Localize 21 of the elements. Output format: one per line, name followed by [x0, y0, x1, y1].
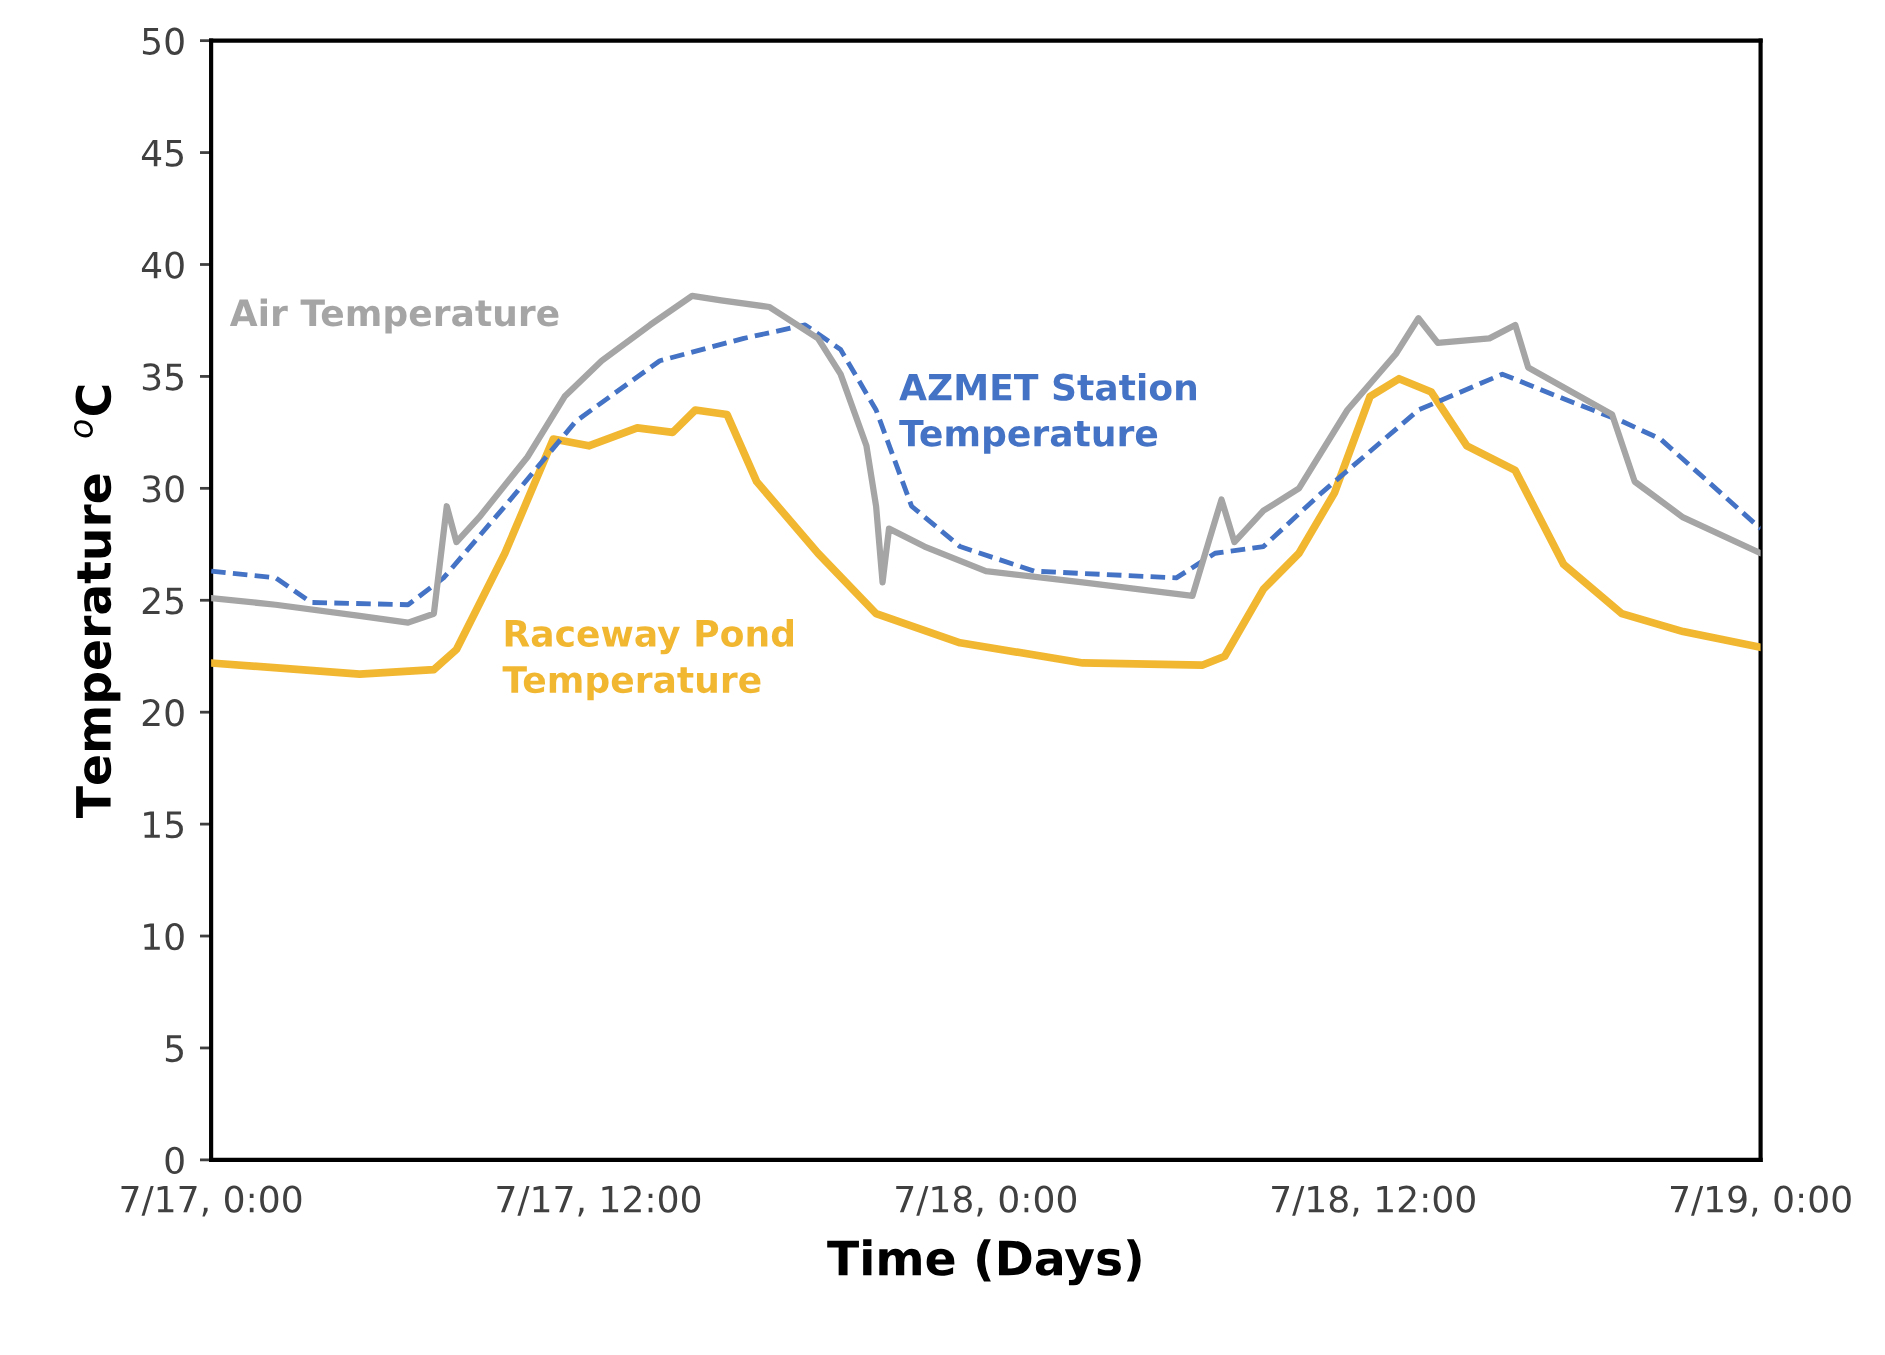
y-tick-label: 35	[142, 363, 183, 391]
x-tick-label: 7/18, 12:00	[1272, 1185, 1475, 1217]
y-tick-label: 15	[144, 811, 183, 839]
y-axis-title: Temperature $^{o}$C	[73, 385, 121, 818]
y-tick-label: 30	[142, 475, 184, 503]
y-tick-label: 10	[144, 922, 184, 951]
x-tick-label: 7/18, 0:00	[896, 1185, 1077, 1217]
x-tick-label: 7/17, 0:00	[121, 1185, 302, 1217]
y-tick-label: 45	[141, 139, 183, 167]
y-tick-label: 40	[141, 251, 184, 279]
y-tick-label: 20	[142, 699, 184, 727]
y-tick-label: 5	[165, 1035, 183, 1063]
y-tick-label: 25	[142, 587, 183, 615]
x-tick-label: 7/19, 0:00	[1670, 1185, 1851, 1217]
series-label: AZMET Station Temperature	[899, 372, 1196, 454]
x-axis-title: Time (Days)	[827, 1239, 1141, 1286]
y-tick-label: 50	[142, 27, 184, 55]
x-tick-label: 7/17, 12:00	[497, 1185, 701, 1217]
y-tick-label: 0	[165, 1146, 184, 1175]
series-label: Air Temperature	[229, 298, 559, 334]
series-label: Raceway Pond Temperature	[502, 619, 793, 701]
